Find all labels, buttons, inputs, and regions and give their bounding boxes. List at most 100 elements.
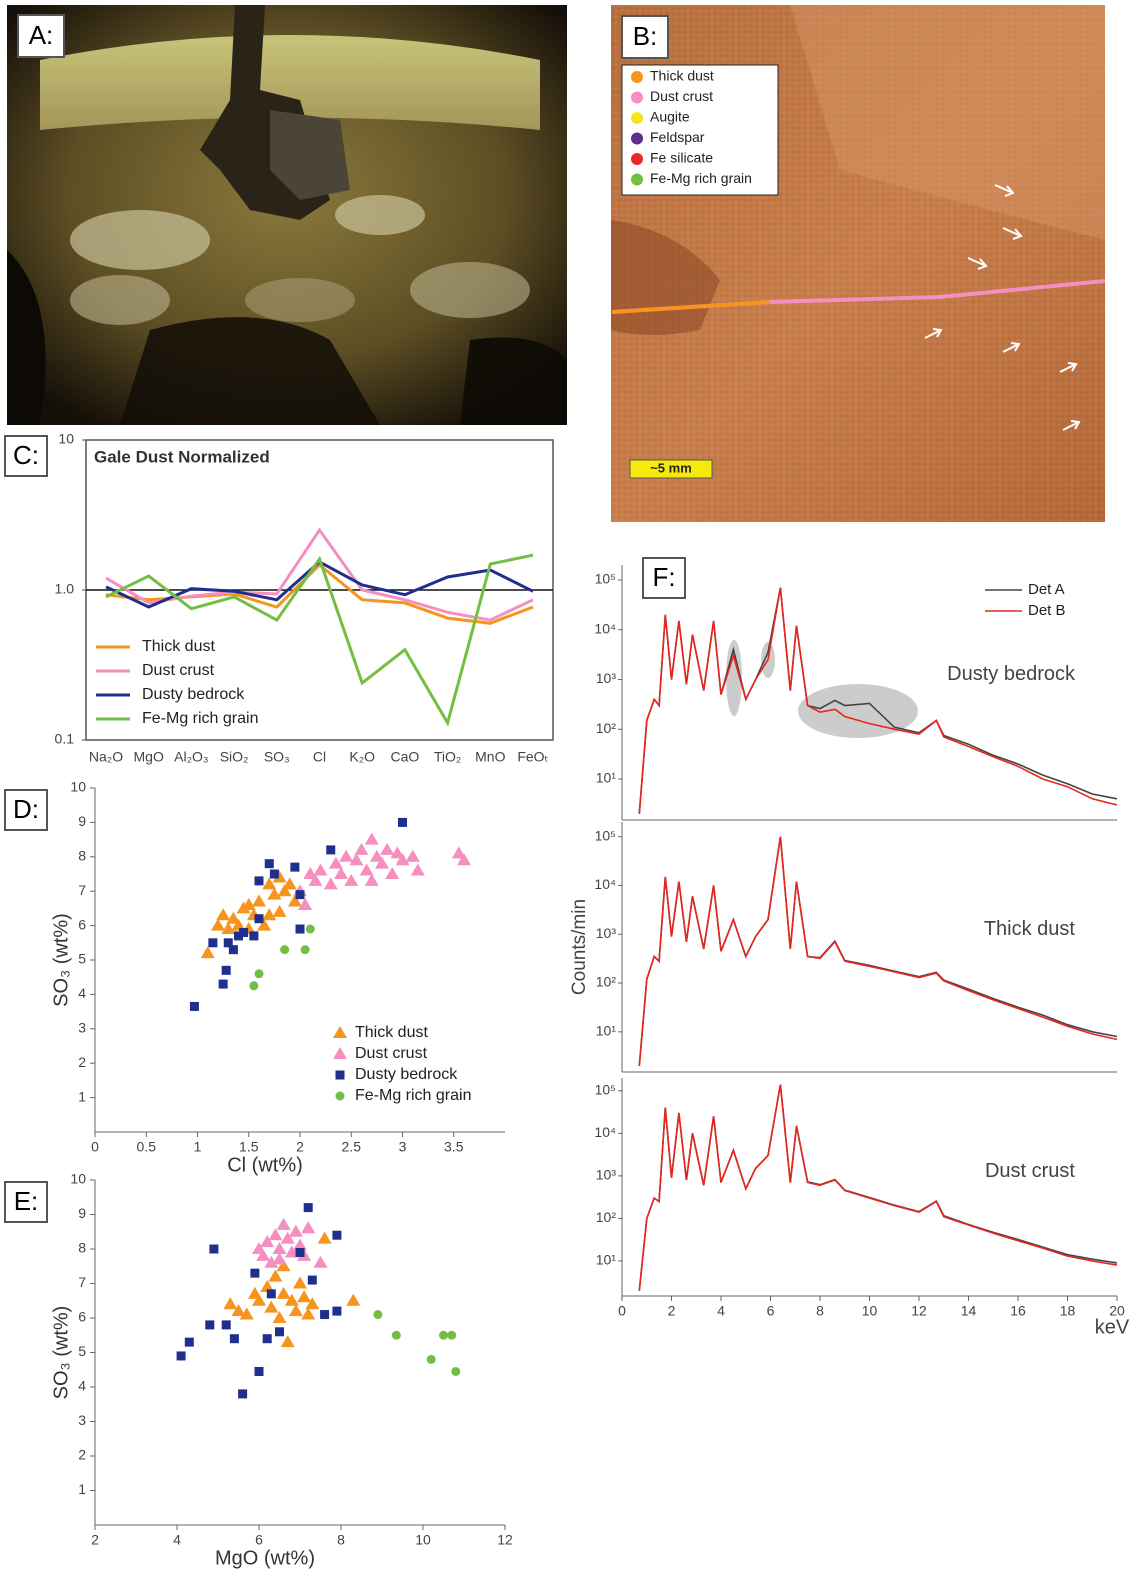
y-tick-label: 10	[58, 431, 74, 447]
y-tick-label: 10⁴	[594, 1124, 616, 1140]
point	[263, 1334, 272, 1343]
x-axis-label: Cl (wt%)	[227, 1154, 303, 1176]
point	[211, 919, 225, 931]
legend-marker	[333, 1047, 347, 1059]
point	[297, 1290, 311, 1302]
point	[380, 843, 394, 855]
legend-label: Det A	[1028, 581, 1065, 598]
point	[273, 905, 287, 917]
chart-title: Gale Dust Normalized	[94, 447, 270, 466]
y-tick-label: 1	[78, 1088, 86, 1104]
y-tick-label: 6	[78, 1309, 86, 1325]
x-tick-label: 6	[767, 1303, 775, 1319]
point	[385, 867, 399, 879]
point	[255, 914, 264, 923]
point	[281, 1335, 295, 1347]
legend-label: Dust crust	[142, 662, 215, 679]
y-tick-label: 5	[78, 951, 86, 967]
y-tick-label: 4	[78, 1378, 86, 1394]
point	[273, 1242, 287, 1254]
point	[392, 1331, 401, 1340]
point	[324, 877, 338, 889]
y-tick-label: 3	[78, 1020, 86, 1036]
point	[280, 945, 289, 954]
x-axis-label: MgO (wt%)	[215, 1547, 315, 1569]
y-axis-label: SO₃ (wt%)	[50, 1306, 72, 1400]
x-tick-label: 12	[497, 1532, 513, 1548]
y-tick-label: 3	[78, 1412, 86, 1428]
point	[301, 945, 310, 954]
point	[289, 1225, 303, 1237]
x-tick-label: 2	[91, 1532, 99, 1548]
x-tick-label: Al₂O₃	[174, 749, 208, 765]
panel-label: C:	[13, 440, 39, 470]
y-tick-label: 10²	[596, 974, 617, 990]
point	[229, 945, 238, 954]
legend-marker	[631, 71, 643, 83]
y-tick-label: 10²	[596, 720, 617, 736]
y-tick-label: 7	[78, 882, 86, 898]
spectrum-title: Thick dust	[984, 918, 1076, 940]
x-tick-label: 1	[194, 1139, 202, 1155]
y-tick-label: 5	[78, 1343, 86, 1359]
point	[411, 864, 425, 876]
y-tick-label: 10¹	[596, 1023, 617, 1039]
point	[273, 1252, 287, 1264]
y-tick-label: 9	[78, 1205, 86, 1221]
y-tick-label: 6	[78, 916, 86, 932]
y-tick-label: 10⁵	[595, 571, 616, 587]
spectrum-title: Dust crust	[985, 1160, 1075, 1182]
legend-label: Fe-Mg rich grain	[650, 170, 752, 186]
point	[277, 1287, 291, 1299]
legend-marker	[336, 1092, 345, 1101]
x-tick-label: 0.5	[137, 1139, 157, 1155]
y-tick-label: 8	[78, 1240, 86, 1256]
point	[296, 890, 305, 899]
y-tick-label: 10	[70, 1171, 86, 1187]
point	[273, 1311, 287, 1323]
x-tick-label: 12	[911, 1303, 927, 1319]
point	[201, 946, 215, 958]
legend-label: Dust crust	[355, 1045, 428, 1062]
y-tick-label: 10³	[596, 925, 617, 941]
point	[326, 845, 335, 854]
point	[308, 1276, 317, 1285]
point	[239, 928, 248, 937]
point	[296, 925, 305, 934]
x-tick-label: K₂O	[349, 749, 375, 765]
point	[301, 1308, 315, 1320]
x-tick-label: 3.5	[444, 1139, 464, 1155]
point	[332, 1231, 341, 1240]
point	[451, 1367, 460, 1376]
point	[346, 1294, 360, 1306]
point	[306, 925, 315, 934]
y-tick-label: 10³	[596, 670, 617, 686]
y-tick-label: 9	[78, 813, 86, 829]
legend-label: Det B	[1028, 602, 1066, 619]
x-tick-label: 14	[961, 1303, 977, 1319]
x-tick-label: 16	[1010, 1303, 1026, 1319]
point	[264, 1301, 278, 1313]
point	[222, 966, 231, 975]
spectrum-line	[639, 837, 1117, 1066]
point	[209, 1245, 218, 1254]
point	[230, 1334, 239, 1343]
x-tick-label: 4	[717, 1303, 725, 1319]
legend-label: Thick dust	[650, 68, 714, 84]
point	[293, 1277, 307, 1289]
point	[177, 1351, 186, 1360]
scale-bar-label: ~5 mm	[650, 460, 692, 475]
point	[314, 1256, 328, 1268]
x-tick-label: Na₂O	[89, 749, 123, 765]
legend-marker	[631, 112, 643, 124]
x-tick-label: 8	[337, 1532, 345, 1548]
x-tick-label: SiO₂	[220, 749, 249, 765]
legend-marker	[631, 92, 643, 104]
point	[355, 843, 369, 855]
point	[304, 1203, 313, 1212]
y-tick-label: 10²	[596, 1209, 617, 1225]
point	[332, 1307, 341, 1316]
legend-marker	[631, 174, 643, 186]
point	[334, 867, 348, 879]
